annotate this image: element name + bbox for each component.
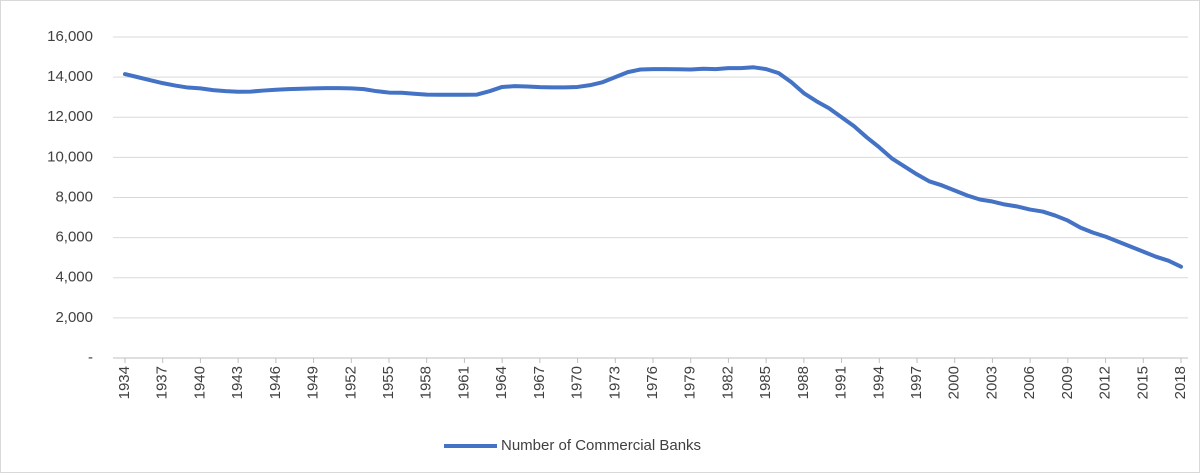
y-tick-label: 4,000 xyxy=(55,269,93,286)
x-tick-label: 1958 xyxy=(418,366,435,399)
x-tick-label: 2018 xyxy=(1172,366,1189,399)
x-tick-label: 1937 xyxy=(154,366,171,399)
x-tick-label: 1934 xyxy=(116,366,133,399)
x-tick-label: 1943 xyxy=(229,366,246,399)
x-tick-label: 2012 xyxy=(1097,366,1114,399)
x-tick-label: 1985 xyxy=(757,366,774,399)
y-tick-label: 6,000 xyxy=(55,229,93,246)
y-tick-label: - xyxy=(88,349,93,366)
y-tick-label: 8,000 xyxy=(55,188,93,205)
x-tick-label: 2003 xyxy=(983,366,1000,399)
y-tick-label: 2,000 xyxy=(55,309,93,326)
x-tick-label: 1988 xyxy=(795,366,812,399)
x-tick-label: 1970 xyxy=(569,366,586,399)
x-tick-label: 1955 xyxy=(380,366,397,399)
y-tick-label: 12,000 xyxy=(47,108,93,125)
x-tick-label: 1952 xyxy=(342,366,359,399)
y-tick-label: 10,000 xyxy=(47,148,93,165)
x-tick-label: 1967 xyxy=(531,366,548,399)
x-tick-label: 2009 xyxy=(1059,366,1076,399)
x-tick-label: 1991 xyxy=(833,366,850,399)
x-tick-label: 2006 xyxy=(1021,366,1038,399)
x-tick-label: 1976 xyxy=(644,366,661,399)
x-tick-label: 1997 xyxy=(908,366,925,399)
x-tick-label: 1946 xyxy=(267,366,284,399)
x-tick-label: 1949 xyxy=(305,366,322,399)
x-tick-label: 2015 xyxy=(1134,366,1151,399)
x-tick-label: 1994 xyxy=(870,366,887,399)
legend-label: Number of Commercial Banks xyxy=(501,437,701,454)
data-line xyxy=(123,65,1183,269)
x-tick-label: 1979 xyxy=(682,366,699,399)
x-tick-label: 1964 xyxy=(493,366,510,399)
x-tick-label: 1940 xyxy=(191,366,208,399)
x-tick-label: 2000 xyxy=(946,366,963,399)
x-tick-label: 1973 xyxy=(606,366,623,399)
y-tick-label: 16,000 xyxy=(47,28,93,45)
x-tick-label: 1982 xyxy=(719,366,736,399)
x-tick-label: 1961 xyxy=(455,366,472,399)
y-tick-label: 14,000 xyxy=(47,68,93,85)
